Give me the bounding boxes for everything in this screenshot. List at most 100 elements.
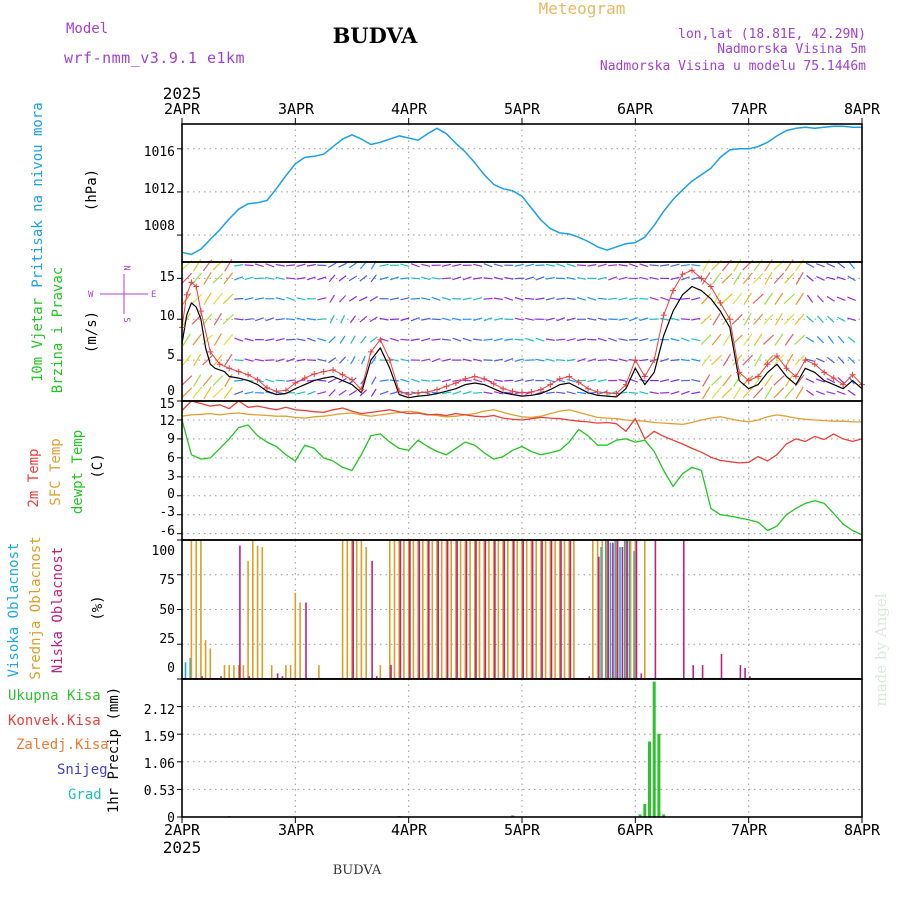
wind-direction-arrow <box>483 263 493 268</box>
wind-direction-arrow <box>483 391 493 395</box>
wind-direction-arrow <box>794 334 806 345</box>
wind-direction-arrow <box>731 313 743 325</box>
wind-gust-marker <box>452 380 459 386</box>
wind-direction-arrow <box>493 391 503 395</box>
wind-direction-arrow <box>483 277 493 280</box>
wind-direction-arrow <box>773 354 785 366</box>
wind-direction-arrow <box>431 296 441 301</box>
wind-direction-arrow <box>587 379 597 383</box>
wind-direction-arrow <box>286 318 296 321</box>
wind-gust-marker <box>660 312 667 319</box>
wind-direction-arrow <box>296 358 306 362</box>
wind-gust-marker <box>821 369 828 376</box>
wind-direction-arrow <box>826 377 836 384</box>
wind-gust-marker <box>556 375 563 382</box>
precip-ytick: 1.59 <box>144 730 175 745</box>
wind-direction-arrow <box>700 313 712 325</box>
wind-gust-marker <box>282 387 289 394</box>
wind-direction-arrow <box>254 277 264 280</box>
wind-direction-arrow <box>795 271 804 285</box>
wind-direction-arrow <box>608 276 618 281</box>
wind-direction-arrow <box>774 292 784 305</box>
wind-direction-arrow <box>286 358 296 363</box>
bottom-day-label: 4APR <box>391 821 428 839</box>
wind-direction-arrow <box>525 276 535 281</box>
low-cloud-label: Niska Oblacnost <box>50 547 66 673</box>
wind-gust-marker <box>273 388 280 395</box>
wind-direction-arrow <box>234 276 244 281</box>
wind-direction-arrow <box>556 391 566 394</box>
wind-direction-arrow <box>597 276 607 281</box>
wind-direction-arrow <box>441 317 451 321</box>
wind-label: 10m Vjetar <box>30 298 46 382</box>
meteogram-label: Meteogram <box>539 0 626 18</box>
wind-direction-arrow <box>680 358 690 362</box>
wind-direction-arrow <box>192 259 202 272</box>
wind-direction-arrow <box>783 293 795 305</box>
wind-direction-arrow <box>639 391 649 395</box>
wind-direction-arrow <box>410 277 420 280</box>
precip-ytick: 2.12 <box>144 703 175 718</box>
rain-total-bar <box>662 814 666 817</box>
wind-direction-arrow <box>816 295 824 303</box>
wind-direction-arrow <box>815 378 825 383</box>
wind-direction-arrow <box>328 357 337 364</box>
wind-direction-arrow <box>752 293 764 305</box>
wind-direction-arrow <box>815 263 825 268</box>
wind-direction-arrow <box>576 276 587 280</box>
wind-gust-marker <box>264 384 270 391</box>
wind-direction-arrow <box>806 389 815 396</box>
wind-direction-arrow <box>400 358 410 362</box>
wind-direction-arrow <box>587 358 597 362</box>
wind-gust-marker <box>622 381 629 388</box>
wind-direction-arrow <box>680 297 690 300</box>
wind-direction-arrow <box>847 317 857 322</box>
wind-direction-arrow <box>203 271 212 285</box>
wind-direction-arrow <box>234 337 244 342</box>
wind-direction-arrow <box>390 337 399 342</box>
wind-direction-arrow <box>649 296 659 301</box>
wind-gust-marker <box>726 316 733 323</box>
bottom-day-label: 2APR <box>164 821 201 839</box>
wind-direction-arrow <box>608 297 618 300</box>
wind-direction-arrow <box>836 390 846 395</box>
wind-direction-arrow <box>691 317 701 321</box>
wind-direction-arrow <box>339 335 346 344</box>
wind-direction-arrow <box>473 297 483 301</box>
wind-gust-marker <box>519 389 525 396</box>
wind-direction-arrow <box>597 337 607 342</box>
wind-direction-arrow <box>441 338 451 341</box>
precip-ytick: 0.53 <box>144 784 175 799</box>
wind-direction-arrow <box>795 292 805 306</box>
wind-direction-arrow <box>576 391 587 395</box>
wind-direction-arrow <box>504 338 514 341</box>
wind-direction-arrow <box>379 337 389 342</box>
pressure-yticks: 1008 1012 1016 <box>144 145 175 234</box>
cloud-ytick: 0 <box>167 661 175 676</box>
wind-direction-arrow <box>752 272 764 284</box>
wind-direction-arrow <box>794 354 806 366</box>
wind-direction-arrow <box>191 313 203 325</box>
temp-ytick: 15 <box>159 397 175 412</box>
wind-direction-arrow <box>618 276 628 280</box>
wind-direction-arrow <box>182 312 191 326</box>
wind-direction-arrow <box>660 317 670 321</box>
wind-ytick: 15 <box>159 270 175 285</box>
wind-direction-arrow <box>339 295 347 303</box>
precip-ytick: 0 <box>167 811 175 826</box>
wind-direction-arrow <box>400 378 410 383</box>
wind-direction-arrow <box>639 297 649 300</box>
wind-direction-arrow <box>629 263 638 268</box>
bottom-day-label: 6APR <box>617 821 654 839</box>
wind-direction-arrow <box>296 338 306 342</box>
wind-direction-arrow <box>431 318 441 321</box>
wind-direction-arrow <box>181 272 193 284</box>
wind-gust-marker <box>575 379 582 386</box>
wind-direction-arrow <box>473 317 483 321</box>
wind-ytick: 0 <box>167 384 175 399</box>
wind-direction-arrow <box>721 387 733 399</box>
temp2m-label: 2m Temp <box>26 448 42 507</box>
wind-direction-arrow <box>379 276 389 281</box>
wind-direction-arrow <box>806 294 814 303</box>
